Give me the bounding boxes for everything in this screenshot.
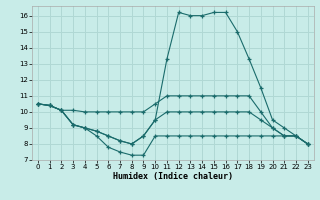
X-axis label: Humidex (Indice chaleur): Humidex (Indice chaleur)	[113, 172, 233, 181]
